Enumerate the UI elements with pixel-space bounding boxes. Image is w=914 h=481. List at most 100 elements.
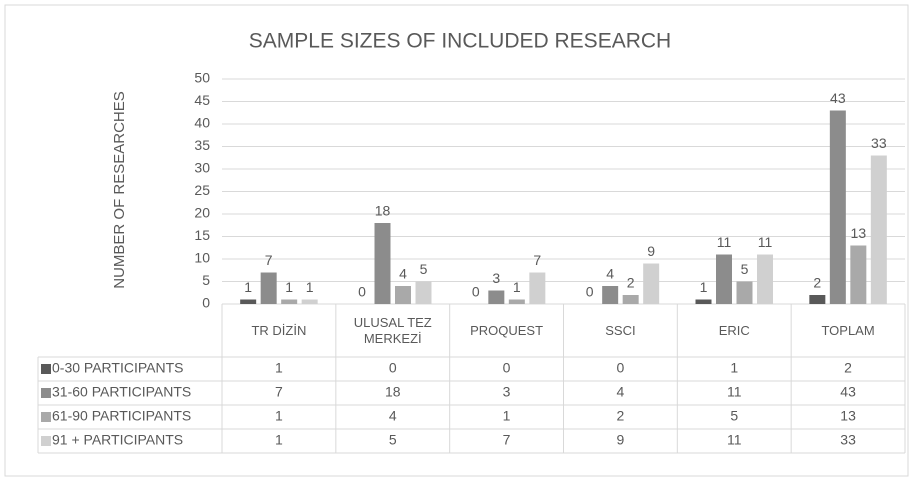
x-tick-label: TR DİZİN (251, 322, 307, 338)
bar (374, 223, 391, 304)
y-tick-label: 5 (202, 272, 210, 288)
data-label: 2 (627, 275, 635, 291)
table-cell: 11 (727, 432, 742, 448)
bar (829, 110, 846, 304)
y-axis-label: NUMBER OF RESEARCHES (111, 91, 128, 289)
data-label: 1 (700, 279, 708, 295)
legend-key (41, 436, 51, 446)
bar (757, 254, 773, 304)
data-label: 1 (285, 279, 293, 295)
table-cell: 18 (385, 384, 401, 400)
data-label: 0 (358, 284, 366, 300)
data-label: 4 (399, 266, 407, 282)
table-cell: 0 (503, 360, 511, 376)
table-cell: 5 (389, 432, 397, 448)
table-cell: 2 (617, 408, 625, 424)
data-label: 1 (513, 279, 521, 295)
y-tick-label: 40 (194, 115, 210, 131)
table-cell: 1 (730, 360, 738, 376)
data-label: 18 (375, 203, 391, 219)
table-cell: 0 (617, 360, 625, 376)
chart-title: SAMPLE SIZES OF INCLUDED RESEARCH (249, 30, 671, 53)
bar (508, 299, 525, 304)
table-cell: 43 (840, 384, 856, 400)
legend-key (41, 388, 51, 398)
table-cell: 1 (275, 360, 283, 376)
data-label: 7 (533, 252, 541, 268)
bar (281, 299, 298, 304)
legend-label: 0-30 PARTICIPANTS (52, 360, 183, 376)
x-tick-label-box: TOPLAM (821, 322, 875, 338)
data-label: 0 (472, 284, 480, 300)
table-cell: 4 (389, 408, 397, 424)
table-cell: 13 (840, 408, 856, 424)
bar (395, 286, 411, 304)
x-tick-label-box: PROQUEST (470, 322, 544, 338)
x-tick-label: ULUSAL TEZ MERKEZİ (353, 314, 432, 346)
x-tick-label: ERIC (718, 322, 750, 338)
y-tick-label: 30 (194, 160, 210, 176)
legend-label: 31-60 PARTICIPANTS (52, 384, 191, 400)
y-tick-label: 35 (194, 137, 210, 153)
bar (850, 245, 867, 304)
data-label: 7 (265, 252, 273, 268)
bar (529, 272, 546, 304)
data-label: 4 (606, 266, 614, 282)
data-label: 0 (586, 284, 594, 300)
bar (809, 295, 826, 304)
data-label: 1 (244, 279, 252, 295)
table-cell: 7 (275, 384, 283, 400)
table-cell: 33 (840, 432, 856, 448)
bar (870, 155, 887, 304)
table-cell: 1 (503, 408, 511, 424)
y-tick-label: 50 (194, 70, 210, 86)
data-label: 2 (813, 275, 821, 291)
bar (622, 295, 639, 304)
x-tick-label-box: ULUSAL TEZ MERKEZİ (353, 314, 432, 346)
x-tick-label: TOPLAM (821, 322, 875, 338)
x-tick-label: SSCI (605, 322, 636, 338)
data-label: 3 (492, 270, 500, 286)
bar (240, 299, 257, 304)
table-cell: 9 (617, 432, 625, 448)
bar (415, 281, 432, 304)
y-tick-label: 0 (202, 295, 210, 311)
bar (643, 263, 660, 304)
data-label: 13 (851, 225, 867, 241)
data-label: 5 (741, 261, 749, 277)
legend-label: 91 + PARTICIPANTS (52, 432, 183, 448)
y-tick-label: 20 (194, 205, 210, 221)
x-tick-label: PROQUEST (470, 322, 544, 338)
x-tick-label-box: TR DİZİN (251, 322, 307, 338)
table-cell: 7 (503, 432, 511, 448)
legend-label: 61-90 PARTICIPANTS (52, 408, 191, 424)
data-label: 11 (758, 234, 773, 250)
table-cell: 5 (730, 408, 738, 424)
x-tick-label-box: SSCI (605, 322, 636, 338)
data-label: 5 (420, 261, 428, 277)
data-label: 33 (871, 135, 887, 151)
bar (716, 254, 732, 304)
bar (301, 299, 318, 304)
table-cell: 1 (275, 432, 283, 448)
table-cell: 0 (389, 360, 397, 376)
data-label: 11 (717, 234, 732, 250)
bar (488, 290, 505, 304)
y-tick-label: 15 (194, 227, 210, 243)
y-tick-label: 10 (194, 250, 210, 266)
x-tick-label-box: ERIC (718, 322, 750, 338)
y-tick-label: 25 (194, 182, 210, 198)
legend-key (41, 412, 51, 422)
table-cell: 3 (503, 384, 511, 400)
legend-key (41, 364, 51, 374)
bar (602, 286, 619, 304)
chart-frame (4, 4, 909, 477)
bar (695, 299, 712, 304)
table-cell: 4 (617, 384, 625, 400)
bar (260, 272, 277, 304)
table-cell: 2 (844, 360, 852, 376)
data-label: 9 (647, 243, 655, 259)
table-cell: 1 (275, 408, 283, 424)
table-cell: 11 (727, 384, 742, 400)
